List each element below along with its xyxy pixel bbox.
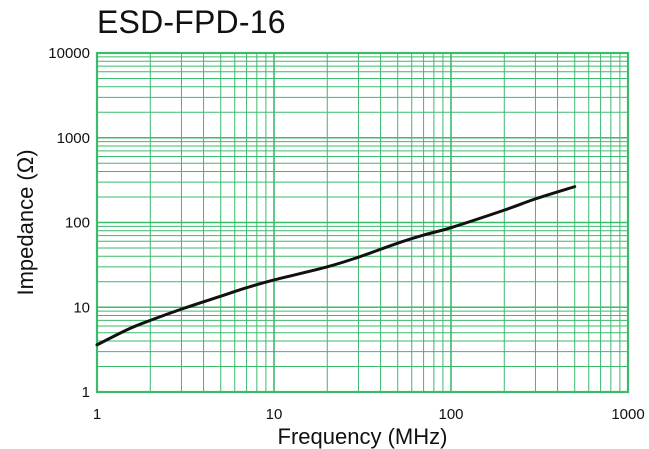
y-tick-label: 100: [65, 215, 90, 232]
x-tick-label: 1000: [611, 406, 644, 423]
x-tick-label: 10: [266, 406, 283, 423]
x-tick-label: 100: [438, 406, 463, 423]
y-tick-label: 1: [82, 384, 90, 401]
y-tick-label: 10000: [48, 45, 90, 62]
y-tick-label: 10: [73, 299, 90, 316]
x-tick-label: 1: [93, 406, 101, 423]
chart-title: ESD-FPD-16: [97, 4, 286, 40]
plot-border: [95, 51, 630, 394]
x-axis-label: Frequency (MHz): [278, 424, 448, 449]
y-axis-label: Impedance (Ω): [13, 149, 38, 295]
y-tick-label: 1000: [57, 130, 90, 147]
series-line: [95, 185, 577, 347]
